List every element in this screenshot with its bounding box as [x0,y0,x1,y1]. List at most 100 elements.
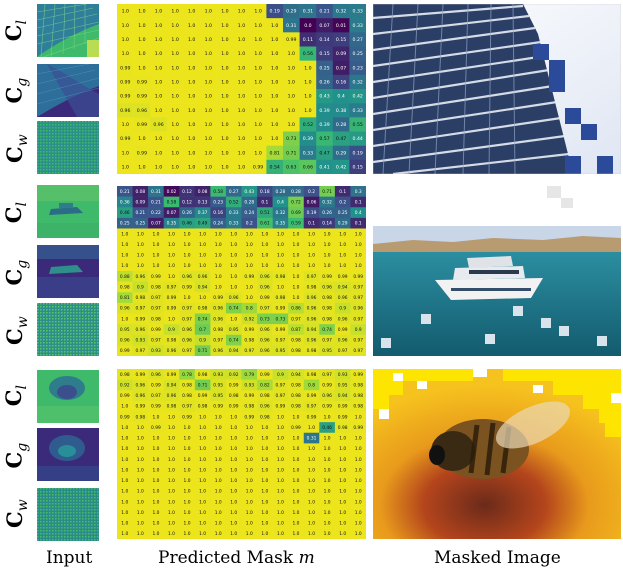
mask-cell [303,249,320,261]
mask-cell [150,131,168,146]
mask-cell [166,145,184,161]
mask-cell [179,411,196,423]
mask-cell-value: 0.94 [167,382,177,388]
mask-cell [132,454,149,465]
mask-cell-value: 1.0 [199,489,206,495]
row-label-base: C [1,146,27,163]
mask-cell [225,239,242,251]
mask-cell-value: 1.0 [171,136,178,142]
mask-cell [332,60,350,76]
mask-cell-value: 1.0 [121,231,128,237]
mask-cell [288,313,305,325]
mask-cell-value: 1.0 [152,436,159,442]
mask-cell-value: 1.0 [324,446,331,452]
mask-cell-value: 1.0 [184,446,191,452]
mask-cell-value: 1.0 [184,231,191,237]
mask-cell [216,18,234,33]
caption-mask-symbol: m [298,548,315,568]
mask-cell [272,217,289,229]
mask-cell-value: 0.93 [151,348,161,354]
mask-cell [225,334,242,346]
mask-cell [117,496,133,508]
mask-cell-value: 1.0 [152,446,159,452]
mask-cell-value: 1.0 [271,136,278,142]
mask-cell [210,528,227,539]
mask-cell [288,345,305,356]
mask-cell [148,517,164,529]
mask-cell-value: 1.0 [168,425,175,431]
mask-cell [194,443,211,455]
mask-cell [334,475,351,487]
mask-cell [332,32,350,47]
mask-cell [179,422,196,434]
mask-cell [241,454,258,465]
mask-cell [350,379,366,391]
mask-cell [257,249,273,261]
mask-cell [210,422,227,434]
mask-cell-value: 1.0 [199,414,206,420]
mask-cell [163,260,180,272]
mask-cell [132,260,149,272]
mask-cell [257,400,273,412]
mask-cell-value: 0.33 [353,23,363,29]
mask-cell-value: 1.0 [152,231,159,237]
mask-cell-value: 0.94 [198,284,208,290]
mask-cell-value: 0.21 [120,189,130,195]
mask-cell [148,390,164,402]
row-label-sub: w [14,499,31,512]
mask-cell-value: 1.0 [138,9,145,15]
mask-cell [183,60,201,76]
input-thumbnail-building-cg [37,64,99,117]
mask-cell [319,228,336,240]
mask-cell [332,18,350,33]
mask-cell-value: 1.0 [355,253,362,259]
mask-cell [288,324,305,336]
mask-cell [266,89,284,104]
mask-cell-value: 1.0 [324,242,331,248]
mask-cell [332,131,350,146]
caption-predicted-mask-text: Predicted Mask [158,548,299,568]
mask-cell [249,103,267,118]
mask-cell-value: 0.96 [260,404,270,410]
mask-cell [334,528,351,539]
mask-cell-value: 0.25 [353,51,363,57]
mask-cell [233,18,251,33]
mask-cell [266,159,284,174]
mask-cell-value: 1.0 [238,51,245,57]
mask-cell [225,400,242,412]
mask-cell-value: 0.97 [182,404,192,410]
mask-cell [163,249,180,261]
mask-cell [319,186,336,197]
mask-cell [272,528,289,539]
mask-cell [179,186,196,197]
mask-cell-value: 1.0 [215,425,222,431]
mask-cell [257,369,273,380]
mask-cell [288,369,305,380]
mask-cell [163,345,180,356]
mask-cell-value: 1.0 [188,122,195,128]
mask-cell-value: 1.0 [271,37,278,43]
mask-cell [225,379,242,391]
mask-cell-value: 0.99 [182,414,192,420]
mask-cell [299,89,317,104]
mask-cell-value: 1.0 [324,457,331,463]
mask-cell-value: 0.97 [322,372,332,378]
mask-cell-value: 0.98 [353,382,363,388]
mask-cell-value: 1.0 [230,253,237,259]
mask-cell-value: 1.0 [155,165,162,171]
mask-cell-value: 1.0 [137,425,144,431]
mask-cell [117,131,134,146]
mask-cell-value: 1.0 [254,37,261,43]
mask-cell [319,239,336,251]
mask-cell-value: 1.0 [304,108,311,114]
mask-cell [117,4,134,19]
mask-cell [303,196,320,208]
mask-cell [319,281,336,293]
row-label-base: C [1,24,27,42]
mask-cell-value: 1.0 [271,108,278,114]
mask-cell-value: 1.0 [238,80,245,86]
mask-cell-value: 1.0 [293,274,300,280]
mask-cell [233,4,251,19]
mask-cell-value: 0.99 [137,80,147,86]
mask-cell-value: 1.0 [246,253,253,259]
